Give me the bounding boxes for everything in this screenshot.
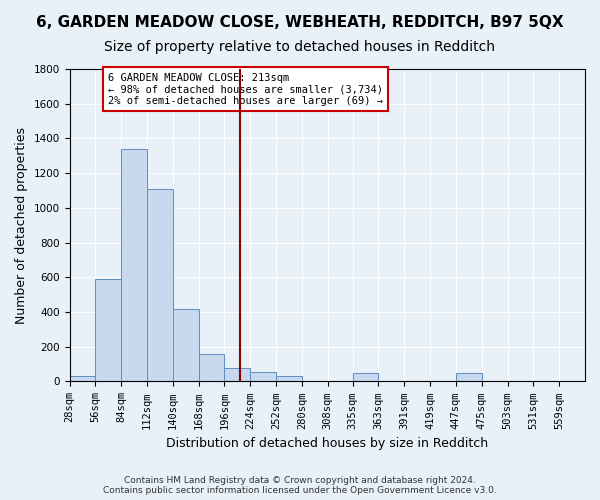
Text: Contains HM Land Registry data © Crown copyright and database right 2024.
Contai: Contains HM Land Registry data © Crown c… xyxy=(103,476,497,495)
Bar xyxy=(70,376,95,382)
Bar xyxy=(276,376,302,382)
Bar xyxy=(456,373,482,382)
Bar xyxy=(353,373,379,382)
Y-axis label: Number of detached properties: Number of detached properties xyxy=(15,126,28,324)
Text: 6 GARDEN MEADOW CLOSE: 213sqm
← 98% of detached houses are smaller (3,734)
2% of: 6 GARDEN MEADOW CLOSE: 213sqm ← 98% of d… xyxy=(108,72,383,106)
Bar xyxy=(250,372,276,382)
Bar xyxy=(95,279,121,382)
Bar xyxy=(199,354,224,382)
Text: 6, GARDEN MEADOW CLOSE, WEBHEATH, REDDITCH, B97 5QX: 6, GARDEN MEADOW CLOSE, WEBHEATH, REDDIT… xyxy=(36,15,564,30)
Bar xyxy=(173,310,199,382)
X-axis label: Distribution of detached houses by size in Redditch: Distribution of detached houses by size … xyxy=(166,437,488,450)
Bar xyxy=(147,189,173,382)
Bar xyxy=(121,149,147,382)
Bar xyxy=(224,368,250,382)
Text: Size of property relative to detached houses in Redditch: Size of property relative to detached ho… xyxy=(104,40,496,54)
